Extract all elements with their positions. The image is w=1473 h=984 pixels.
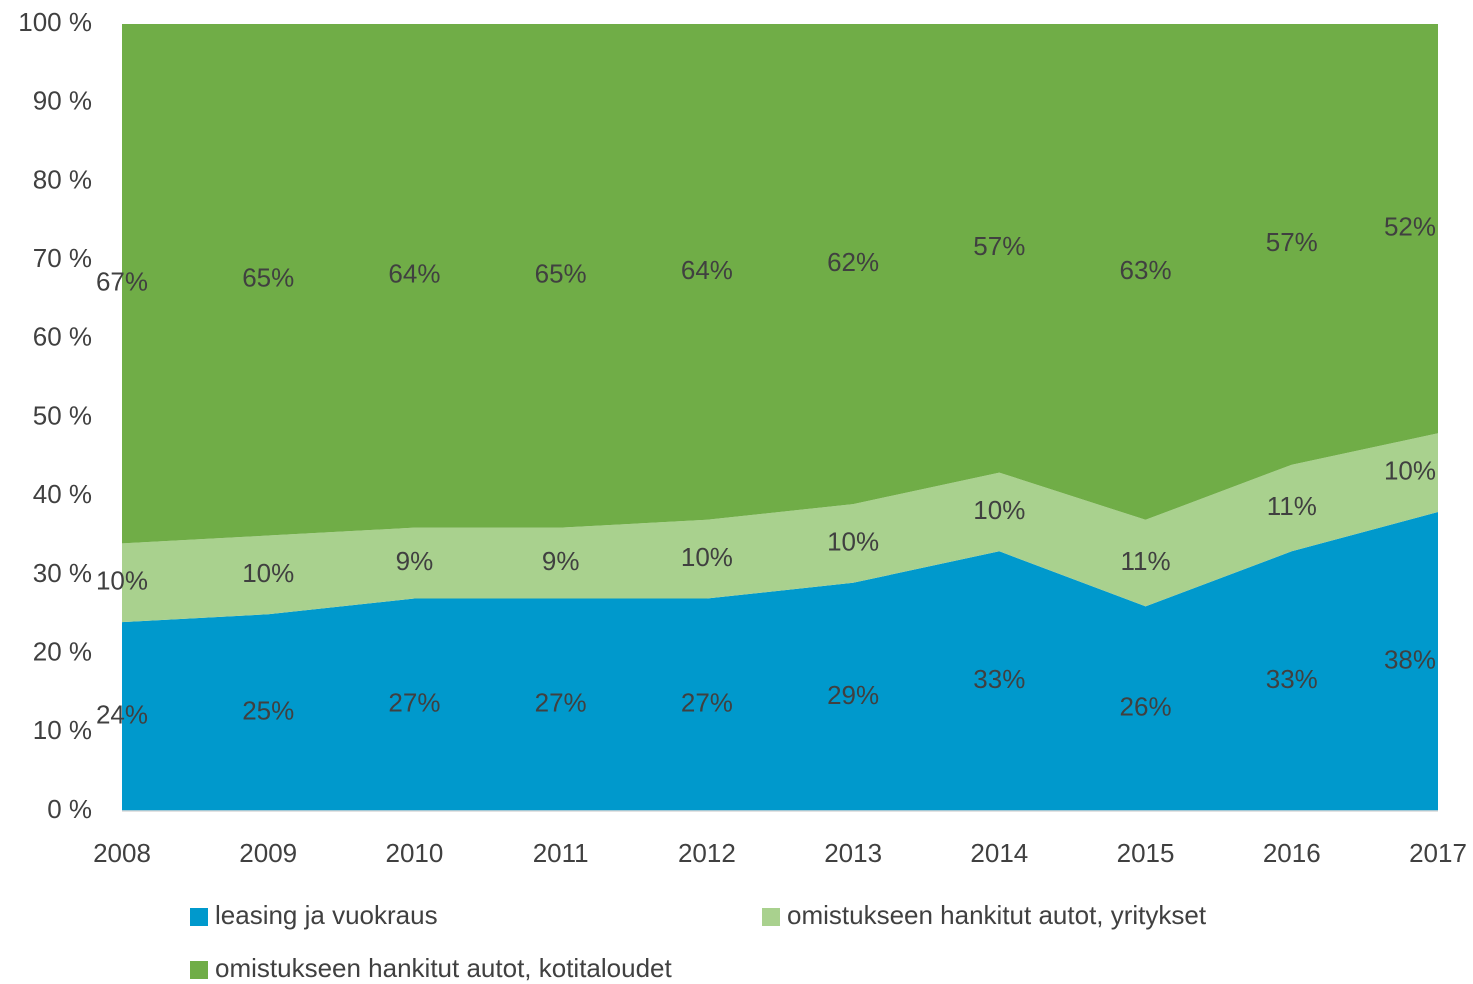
data-label: 38% <box>1384 644 1436 674</box>
area <box>122 511 1438 811</box>
x-tick-label: 2015 <box>1117 838 1175 868</box>
data-label: 67% <box>96 267 148 297</box>
legend-label: omistukseen hankitut autot, yritykset <box>787 900 1207 930</box>
y-tick-label: 90 % <box>33 86 92 116</box>
x-tick-label: 2016 <box>1263 838 1321 868</box>
plot-area <box>122 24 1438 811</box>
y-tick-label: 10 % <box>33 715 92 745</box>
data-label: 25% <box>242 696 294 726</box>
data-label: 57% <box>1266 227 1318 257</box>
x-tick-label: 2013 <box>824 838 882 868</box>
data-label: 24% <box>96 699 148 729</box>
y-tick-label: 50 % <box>33 400 92 430</box>
y-tick-label: 30 % <box>33 558 92 588</box>
area <box>122 433 1438 623</box>
data-label: 10% <box>96 566 148 596</box>
data-label: 10% <box>827 526 879 556</box>
x-tick-label: 2012 <box>678 838 736 868</box>
x-tick-label: 2014 <box>970 838 1028 868</box>
data-label: 29% <box>827 680 879 710</box>
data-label: 11% <box>1121 546 1171 576</box>
x-tick-label: 2008 <box>93 838 151 868</box>
data-label: 11% <box>1267 491 1317 521</box>
data-label: 62% <box>827 247 879 277</box>
data-label: 9% <box>542 546 580 576</box>
y-tick-label: 40 % <box>33 479 92 509</box>
legend-label: leasing ja vuokraus <box>215 900 438 930</box>
x-tick-label: 2017 <box>1409 838 1467 868</box>
data-label: 57% <box>973 231 1025 261</box>
data-label: 64% <box>681 255 733 285</box>
data-label: 27% <box>535 688 587 718</box>
data-label: 33% <box>973 664 1025 694</box>
data-label: 10% <box>1384 455 1436 485</box>
legend-label: omistukseen hankitut autot, kotitaloudet <box>215 953 673 983</box>
data-label: 65% <box>242 263 294 293</box>
data-label: 9% <box>396 546 434 576</box>
data-label: 27% <box>681 688 733 718</box>
y-tick-label: 20 % <box>33 636 92 666</box>
legend-swatch <box>190 908 208 926</box>
x-tick-label: 2011 <box>533 838 589 868</box>
x-tick-label: 2010 <box>386 838 444 868</box>
y-tick-label: 70 % <box>33 243 92 273</box>
y-tick-label: 100 % <box>18 7 92 37</box>
y-tick-label: 60 % <box>33 322 92 352</box>
data-label: 64% <box>388 259 440 289</box>
data-label: 27% <box>388 688 440 718</box>
data-label: 52% <box>1384 211 1436 241</box>
data-label: 26% <box>1120 692 1172 722</box>
data-label: 65% <box>535 259 587 289</box>
y-tick-label: 80 % <box>33 164 92 194</box>
data-label: 10% <box>681 542 733 572</box>
data-label: 10% <box>973 495 1025 525</box>
area <box>122 24 1438 544</box>
legend-swatch <box>190 961 208 979</box>
legend-swatch <box>762 908 780 926</box>
x-tick-label: 2009 <box>239 838 297 868</box>
y-tick-label: 0 % <box>47 794 92 824</box>
data-label: 33% <box>1266 664 1318 694</box>
data-label: 63% <box>1120 255 1172 285</box>
data-label: 10% <box>242 558 294 588</box>
